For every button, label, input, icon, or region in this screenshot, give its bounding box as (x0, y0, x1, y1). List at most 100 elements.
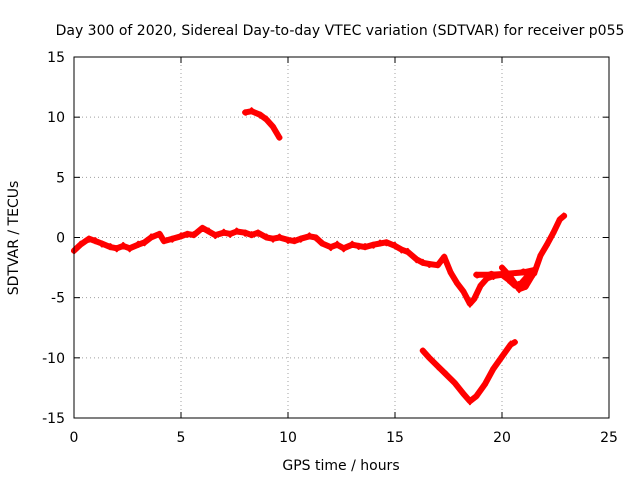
series-point (255, 229, 262, 236)
series-point (233, 228, 240, 235)
series-point (511, 339, 518, 346)
series-point (561, 212, 568, 219)
series-point (160, 238, 167, 245)
series-point (434, 363, 441, 370)
series-point (505, 270, 512, 277)
series-point (451, 380, 458, 387)
series-point (242, 109, 249, 116)
series-point (169, 235, 176, 242)
series-point (443, 371, 450, 378)
series-point (454, 280, 461, 287)
series-point (556, 216, 563, 223)
series-point (205, 228, 212, 235)
series-point (340, 245, 347, 252)
series-point (516, 286, 523, 293)
y-tick-label: 0 (56, 231, 65, 247)
series-point (297, 235, 304, 242)
x-tick-label: 10 (279, 430, 297, 446)
series-point (291, 238, 298, 245)
series-point (77, 241, 84, 248)
series-point (334, 241, 341, 248)
series-point (120, 242, 127, 249)
series-point (488, 271, 495, 278)
y-tick-label: -5 (51, 291, 65, 307)
series-point (404, 248, 411, 255)
series-point (113, 245, 120, 252)
series-point (477, 282, 484, 289)
series-point (248, 232, 255, 239)
series-point (227, 230, 234, 237)
series-point (528, 273, 535, 280)
series-point (276, 234, 283, 241)
series-point (107, 244, 114, 251)
series-point (370, 241, 377, 248)
series-point (447, 269, 454, 276)
series-point (141, 239, 148, 246)
series-jitter-main-band (73, 212, 566, 308)
series-line-lower-arc (419, 339, 518, 405)
series-point (499, 264, 505, 271)
series-point (242, 229, 249, 236)
series-point (257, 111, 264, 118)
series-point (212, 232, 219, 239)
series-point (392, 242, 398, 249)
series-point (263, 116, 270, 123)
series-point (190, 232, 197, 239)
series-point (327, 244, 334, 251)
series-point (199, 224, 206, 231)
series-point (220, 229, 227, 236)
series-point (184, 230, 191, 237)
series-point (520, 269, 527, 276)
series-point (383, 239, 390, 246)
x-tick-label: 15 (386, 430, 404, 446)
series-point (270, 235, 277, 242)
series-point (126, 245, 133, 252)
series-point (499, 353, 505, 360)
series-point (306, 233, 313, 240)
series-point (355, 242, 362, 249)
series-layer (71, 107, 568, 406)
series-point (419, 259, 426, 266)
x-tick-label: 0 (70, 430, 79, 446)
y-axis-label: SDTVAR / TECUs (6, 181, 22, 296)
series-point (148, 234, 155, 241)
series-point (398, 246, 405, 253)
tick-layer: 0 5 10 15 20 25 -15 -10 -5 0 5 10 15 (42, 50, 618, 446)
series-jitter-upper-arc (244, 107, 280, 136)
series-point (473, 271, 480, 278)
series-point (466, 398, 473, 405)
y-tick-label: -15 (42, 411, 65, 427)
series-point (413, 256, 420, 263)
series-point (419, 347, 426, 354)
y-tick-label: -10 (42, 351, 65, 367)
series-point (178, 233, 184, 240)
series-point (473, 393, 480, 400)
series-point (522, 283, 529, 290)
y-tick-label: 15 (47, 50, 65, 66)
series-point (270, 123, 277, 130)
series-jitter-lower-arc (422, 340, 516, 406)
series-point (85, 235, 92, 242)
series-point (362, 244, 369, 251)
series-point (135, 241, 142, 248)
chart-title: Day 300 of 2020, Sidereal Day-to-day VTE… (56, 23, 625, 39)
series-point (543, 241, 550, 248)
series-point (285, 236, 291, 243)
series-point (156, 230, 163, 237)
series-point (92, 238, 99, 245)
series-point (550, 229, 557, 236)
x-axis-label: GPS time / hours (282, 458, 399, 474)
series-point (426, 260, 433, 267)
x-tick-label: 20 (493, 430, 511, 446)
series-point (537, 252, 544, 259)
series-point (312, 234, 319, 241)
series-point (248, 108, 255, 115)
x-tick-label: 5 (177, 430, 186, 446)
series-point (319, 240, 326, 247)
series-point (481, 381, 488, 388)
series-point (276, 134, 283, 141)
y-tick-label: 5 (56, 170, 65, 186)
series-point (507, 341, 514, 348)
series-point (98, 240, 105, 247)
